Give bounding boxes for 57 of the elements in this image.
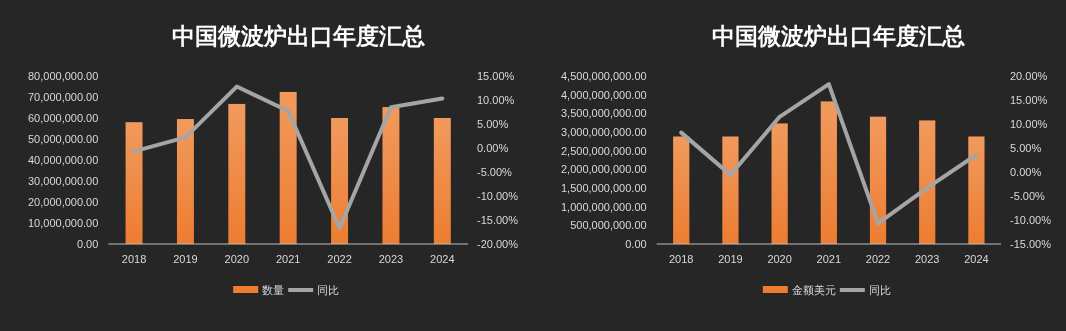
y-tick-label: 10,000,000.00 [28,217,99,229]
y-tick-label: 70,000,000.00 [28,91,99,103]
y2-tick-label: -5.00% [1010,190,1046,202]
y-tick-label: 20,000,000.00 [28,196,99,208]
y-tick-label: 2,000,000,000.00 [561,163,647,176]
x-tick-label: 2021 [816,253,842,265]
chart-title: 中国微波炉出口年度汇总 [171,23,425,49]
x-tick-label: 2018 [121,253,147,265]
y2-tick-label: 10.00% [1010,118,1048,130]
y-tick-label: 500,000,000.00 [570,219,647,232]
y-tick-label: 4,000,000,000.00 [561,88,647,101]
x-tick-label: 2022 [327,253,352,265]
y2-tick-label: 20.00% [1010,70,1048,82]
y-tick-label: 40,000,000.00 [28,154,99,166]
legend-label: 数量 [262,284,285,296]
y2-tick-label: 0.00% [1010,166,1042,178]
y-tick-label: 3,000,000,000.00 [561,126,647,138]
y2-tick-label: 5.00% [1010,142,1042,154]
y-tick-label: 0.00 [76,238,99,250]
y-tick-label: 2,500,000,000.00 [561,144,647,157]
y2-tick-label: -20.00% [477,238,519,250]
y2-tick-label: -5.00% [477,166,513,178]
y-tick-label: 60,000,000.00 [28,112,99,124]
y2-tick-label: -10.00% [477,190,519,202]
y2-tick-label: 15.00% [1010,94,1048,106]
y-tick-label: 80,000,000.00 [28,70,99,82]
legend-label: 金额美元 [791,284,836,296]
y2-tick-label: 15.00% [477,70,515,82]
line-series [132,84,445,231]
y2-tick-label: -15.00% [477,214,519,226]
y2-tick-label: -10.00% [1010,214,1052,226]
x-tick-label: 2020 [767,253,792,265]
y2-tick-label: 10.00% [477,94,515,106]
legend-label: 同比 [317,284,340,296]
x-tick-label: 2022 [865,253,891,265]
x-tick-label: 2019 [718,253,743,265]
y2-tick-label: 5.00% [477,118,509,130]
y-tick-label: 3,500,000,000.00 [561,107,647,120]
y2-tick-label: -15.00% [1010,238,1052,250]
x-tick-label: 2024 [430,253,455,265]
y-tick-label: 1,500,000,000.00 [561,182,647,194]
chart-title: 中国微波炉出口年度汇总 [712,23,966,49]
y2-tick-label: 0.00% [477,142,509,154]
x-tick-label: 2023 [914,253,940,265]
x-tick-label: 2023 [378,253,404,265]
x-tick-label: 2018 [669,253,694,265]
y-tick-label: 4,500,000,000.00 [561,70,647,82]
x-tick-label: 2020 [224,253,250,265]
x-tick-label: 2021 [275,253,301,265]
legend-label: 同比 [868,284,891,296]
x-tick-label: 2019 [173,253,198,265]
y-tick-label: 1,000,000,000.00 [561,200,647,213]
y-tick-label: 0.00 [625,238,647,250]
y-tick-label: 30,000,000.00 [28,175,99,187]
x-tick-label: 2024 [964,253,989,265]
y-tick-label: 50,000,000.00 [28,133,99,145]
line-series [679,82,979,226]
